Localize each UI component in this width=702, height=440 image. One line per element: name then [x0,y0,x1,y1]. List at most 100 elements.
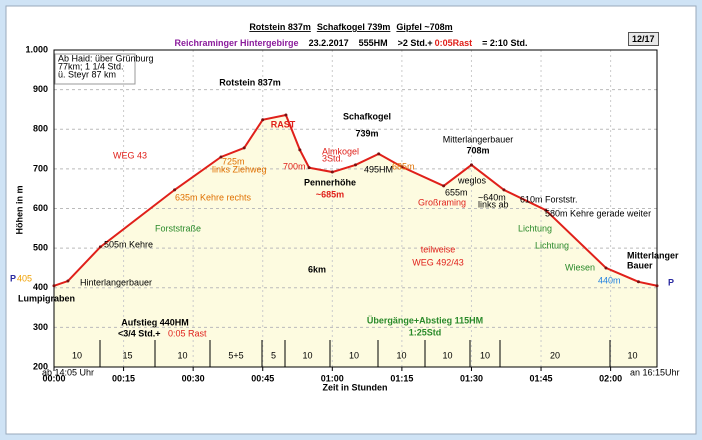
chart-title: Rotstein 837m Schafkogel 739m Gipfel ~708m [249,22,452,32]
waypoint [330,170,334,174]
subtitle-part: >2 Std.+ [398,38,433,48]
waypoint [442,184,446,188]
annotation: an 16:15Uhr [630,367,680,377]
subtitle-part: 0:05Rast [435,38,473,48]
segment-label: 10 [627,350,637,360]
annotation: P [668,277,674,287]
annotation: 655m [445,187,468,197]
waypoint [400,165,404,169]
title-part: Schafkogel 739m [317,22,391,32]
waypoint [655,284,659,288]
x-tick-label: 01:45 [530,373,553,383]
annotation: 6km [308,264,326,274]
y-tick-label: 600 [33,203,48,213]
segment-label: 10 [349,350,359,360]
plot-frame [53,49,658,368]
subtitle-part: = 2:10 Std. [482,38,527,48]
annotation: Aufstieg 440HM [121,317,189,327]
annotation: links Ziehweg [212,164,267,174]
annotation: 580m Kehre gerade weiter [545,208,651,218]
annotation: Lichtung [535,240,569,250]
annotation: 405 [17,273,32,283]
area-fill [54,114,657,367]
segment-label: 5+5 [228,350,243,360]
annotation: links ab [478,199,509,209]
annotation: teilweise [421,244,456,254]
annotation: Mitterlangerbauer [443,134,514,144]
waypoint [66,279,70,283]
annotation: 610m Forststr. [520,194,578,204]
x-tick-label: 00:30 [182,373,205,383]
subtitle-part: 23.2.2017 [309,38,349,48]
x-tick-label: 00:45 [251,373,274,383]
annotation: 495HM [364,164,393,174]
annotation: RAST [271,119,296,129]
y-tick-label: 800 [33,124,48,134]
waypoint [284,113,288,117]
waypoint [636,280,640,284]
annotation: Mitterlanger [627,250,679,260]
page-badge: 12/17 [628,32,659,46]
annotation: 635m Kehre rechts [175,192,252,202]
annotation: ~640m [478,192,506,202]
annotation: 708m [466,145,489,155]
x-tick-label: 01:00 [321,373,344,383]
subtitle-part: Reichraminger Hintergebirge [175,38,299,48]
segment-label: 10 [177,350,187,360]
annotation: 700m [283,161,306,171]
annotation: 739m [355,128,378,138]
annotation: <3/4 Std.+ [118,328,161,338]
segment-label: 15 [122,350,132,360]
annotation: Rotstein 837m [219,77,281,87]
segment-label: 10 [72,350,82,360]
title-part: Gipfel ~708m [396,22,452,32]
annotation: P [10,273,16,283]
waypoint [52,284,56,288]
segment-label: 10 [396,350,406,360]
y-tick-label: 1.000 [25,44,48,54]
waypoint [307,166,311,170]
annotation: Wiesen [565,262,595,272]
waypoint [219,155,223,159]
title-part: Rotstein 837m [249,22,311,32]
annotation: 0:05 Rast [168,328,207,338]
waypoint [242,146,246,150]
annotation: Übergänge+Abstieg 115HM [367,315,483,325]
segment-label: 10 [442,350,452,360]
x-tick-label: 00:15 [112,373,135,383]
waypoint [604,266,608,270]
annotation: Großraming [418,197,466,207]
annotation: Lichtung [518,223,552,233]
waypoint [173,188,177,192]
annotation: ü. Steyr 87 km [58,69,116,79]
segment-label: 20 [550,350,560,360]
annotation: 505m Kehre [104,239,153,249]
waypoint [377,152,381,156]
waypoint [298,148,302,152]
annotation: Schafkogel [343,111,391,121]
annotation: Lumpigraben [18,293,75,303]
x-tick-label: 00:00 [42,373,65,383]
annotation: ab 14:05 Uhr [42,367,94,377]
y-axis-label: Höhen in m [14,186,24,235]
x-tick-label: 01:30 [460,373,483,383]
segment-label: 10 [302,350,312,360]
annotation: 685m [392,161,415,171]
chart-subtitle: Reichraminger Hintergebirge 23.2.2017 555H… [175,38,528,48]
x-axis-label: Zeit in Stunden [323,382,388,392]
annotation: 77km; 1 1/4 Std. [58,61,124,71]
waypoint [502,188,506,192]
annotation: 1:25Std [409,327,442,337]
segment-label: 5 [271,350,276,360]
info-box [54,53,136,85]
waypoint [261,118,265,122]
waypoint [354,163,357,167]
waypoint [469,163,473,167]
subtitle-part: 555HM [359,38,388,48]
y-tick-label: 500 [33,243,48,253]
annotation: WEG 492/43 [412,257,464,267]
waypoint [544,208,548,212]
annotation: weglos [457,175,487,185]
